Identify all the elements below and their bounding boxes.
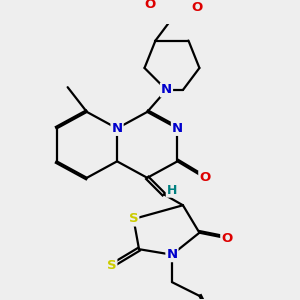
Text: O: O [221, 232, 232, 245]
Text: N: N [161, 83, 172, 97]
Text: S: S [129, 212, 138, 226]
Text: O: O [199, 171, 211, 184]
Text: S: S [107, 259, 116, 272]
Text: N: N [172, 122, 183, 135]
Text: H: H [167, 184, 177, 197]
Text: O: O [191, 1, 202, 14]
Text: N: N [167, 248, 178, 261]
Text: O: O [144, 0, 156, 11]
Text: N: N [112, 122, 123, 135]
